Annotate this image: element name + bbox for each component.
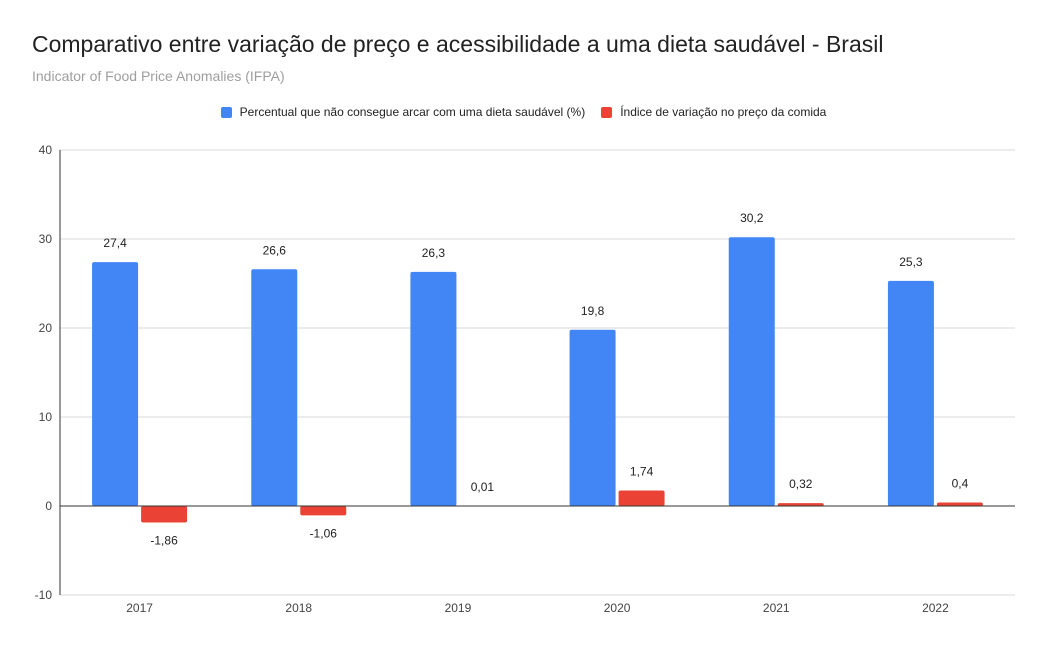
data-label-series2: 1,74 (630, 465, 654, 479)
bar-series1 (410, 271, 457, 506)
y-tick-label: -10 (35, 588, 53, 602)
data-label-series2: 0,01 (471, 480, 495, 494)
data-label-series2: 0,4 (952, 476, 969, 490)
bar-series2 (777, 503, 824, 506)
x-tick-label: 2018 (285, 601, 312, 615)
data-label-series2: -1,86 (150, 534, 178, 548)
legend-swatch-series2 (601, 106, 613, 118)
legend-item-series2[interactable]: Índice de variação no preço da comida (601, 105, 826, 119)
legend-swatch-series1 (220, 106, 232, 118)
x-tick-label: 2021 (763, 601, 790, 615)
bar-series2 (936, 502, 983, 506)
data-label-series1: 25,3 (899, 255, 923, 269)
chart-title: Comparativo entre variação de preço e ac… (32, 31, 884, 57)
y-tick-label: 30 (39, 232, 53, 246)
data-label-series1: 26,6 (263, 243, 287, 257)
bar-series2 (141, 506, 188, 523)
data-label-series1: 27,4 (103, 236, 127, 250)
chart-subtitle: Indicator of Food Price Anomalies (IFPA) (32, 68, 285, 84)
bar-series2 (618, 490, 665, 506)
x-tick-label: 2017 (126, 601, 153, 615)
bar-series1 (887, 280, 934, 506)
data-label-series2: -1,06 (310, 526, 338, 540)
x-tick-label: 2022 (922, 601, 949, 615)
bar-series1 (92, 262, 139, 506)
bar-series1 (569, 329, 616, 506)
data-label-series2: 0,32 (789, 477, 813, 491)
y-tick-label: 10 (39, 410, 53, 424)
legend: Percentual que não consegue arcar com um… (0, 105, 1047, 119)
bar-series1 (728, 237, 775, 506)
bar-series1 (251, 269, 298, 506)
y-tick-label: 20 (39, 321, 53, 335)
x-tick-label: 2020 (604, 601, 631, 615)
data-label-series1: 19,8 (581, 304, 605, 318)
data-label-series1: 30,2 (740, 211, 764, 225)
legend-label-series1: Percentual que não consegue arcar com um… (239, 105, 586, 119)
y-tick-label: 40 (39, 143, 53, 157)
legend-label-series2: Índice de variação no preço da comida (620, 105, 827, 119)
data-label-series1: 26,3 (422, 246, 446, 260)
y-tick-label: 0 (45, 499, 52, 513)
x-tick-label: 2019 (445, 601, 472, 615)
bar-series2 (300, 506, 347, 516)
legend-item-series1[interactable]: Percentual que não consegue arcar com um… (220, 105, 586, 119)
